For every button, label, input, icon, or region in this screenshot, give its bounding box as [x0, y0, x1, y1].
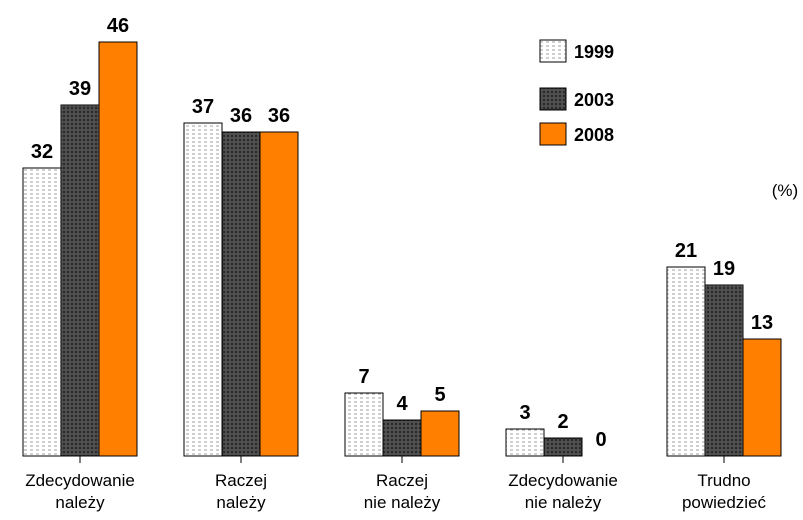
bar	[60, 104, 100, 457]
bar	[382, 419, 422, 457]
bar	[344, 392, 384, 457]
value-label: 0	[595, 429, 606, 451]
bar	[259, 131, 299, 457]
value-label: 36	[230, 105, 252, 127]
x-tick-label: Trudno powiedzieć	[682, 471, 767, 512]
value-label: 4	[396, 393, 408, 415]
value-label: 2	[557, 411, 568, 433]
bar	[183, 122, 223, 457]
bar	[505, 428, 545, 457]
bar	[420, 410, 460, 457]
bar	[22, 167, 62, 457]
legend-swatch	[539, 39, 567, 63]
legend-label: 1999	[574, 42, 614, 62]
value-label: 7	[358, 366, 369, 388]
x-tick-label: Raczej należy	[215, 471, 267, 512]
bar	[704, 284, 744, 457]
bar	[98, 41, 138, 457]
value-label: 46	[107, 15, 129, 37]
unit-label: (%)	[772, 181, 798, 200]
legend-label: 2008	[574, 125, 614, 145]
x-tick-label: Zdecydowanie należy	[25, 471, 135, 512]
bar	[742, 338, 782, 457]
legend-swatch	[539, 122, 567, 146]
value-label: 32	[31, 141, 53, 163]
value-label: 19	[713, 258, 735, 280]
legend-label: 2003	[574, 90, 614, 110]
value-label: 3	[519, 402, 530, 424]
value-label: 5	[434, 384, 445, 406]
bar	[666, 266, 706, 457]
legend-swatch	[539, 87, 567, 111]
bar	[543, 437, 583, 457]
value-label: 13	[751, 312, 773, 334]
x-tick-label: Zdecydowanie nie należy	[508, 471, 618, 512]
value-label: 37	[192, 96, 214, 118]
value-label: 21	[675, 240, 697, 262]
value-label: 39	[69, 78, 91, 100]
bar	[221, 131, 261, 457]
x-tick-label: Raczej nie należy	[364, 471, 441, 512]
value-label: 36	[268, 105, 290, 127]
